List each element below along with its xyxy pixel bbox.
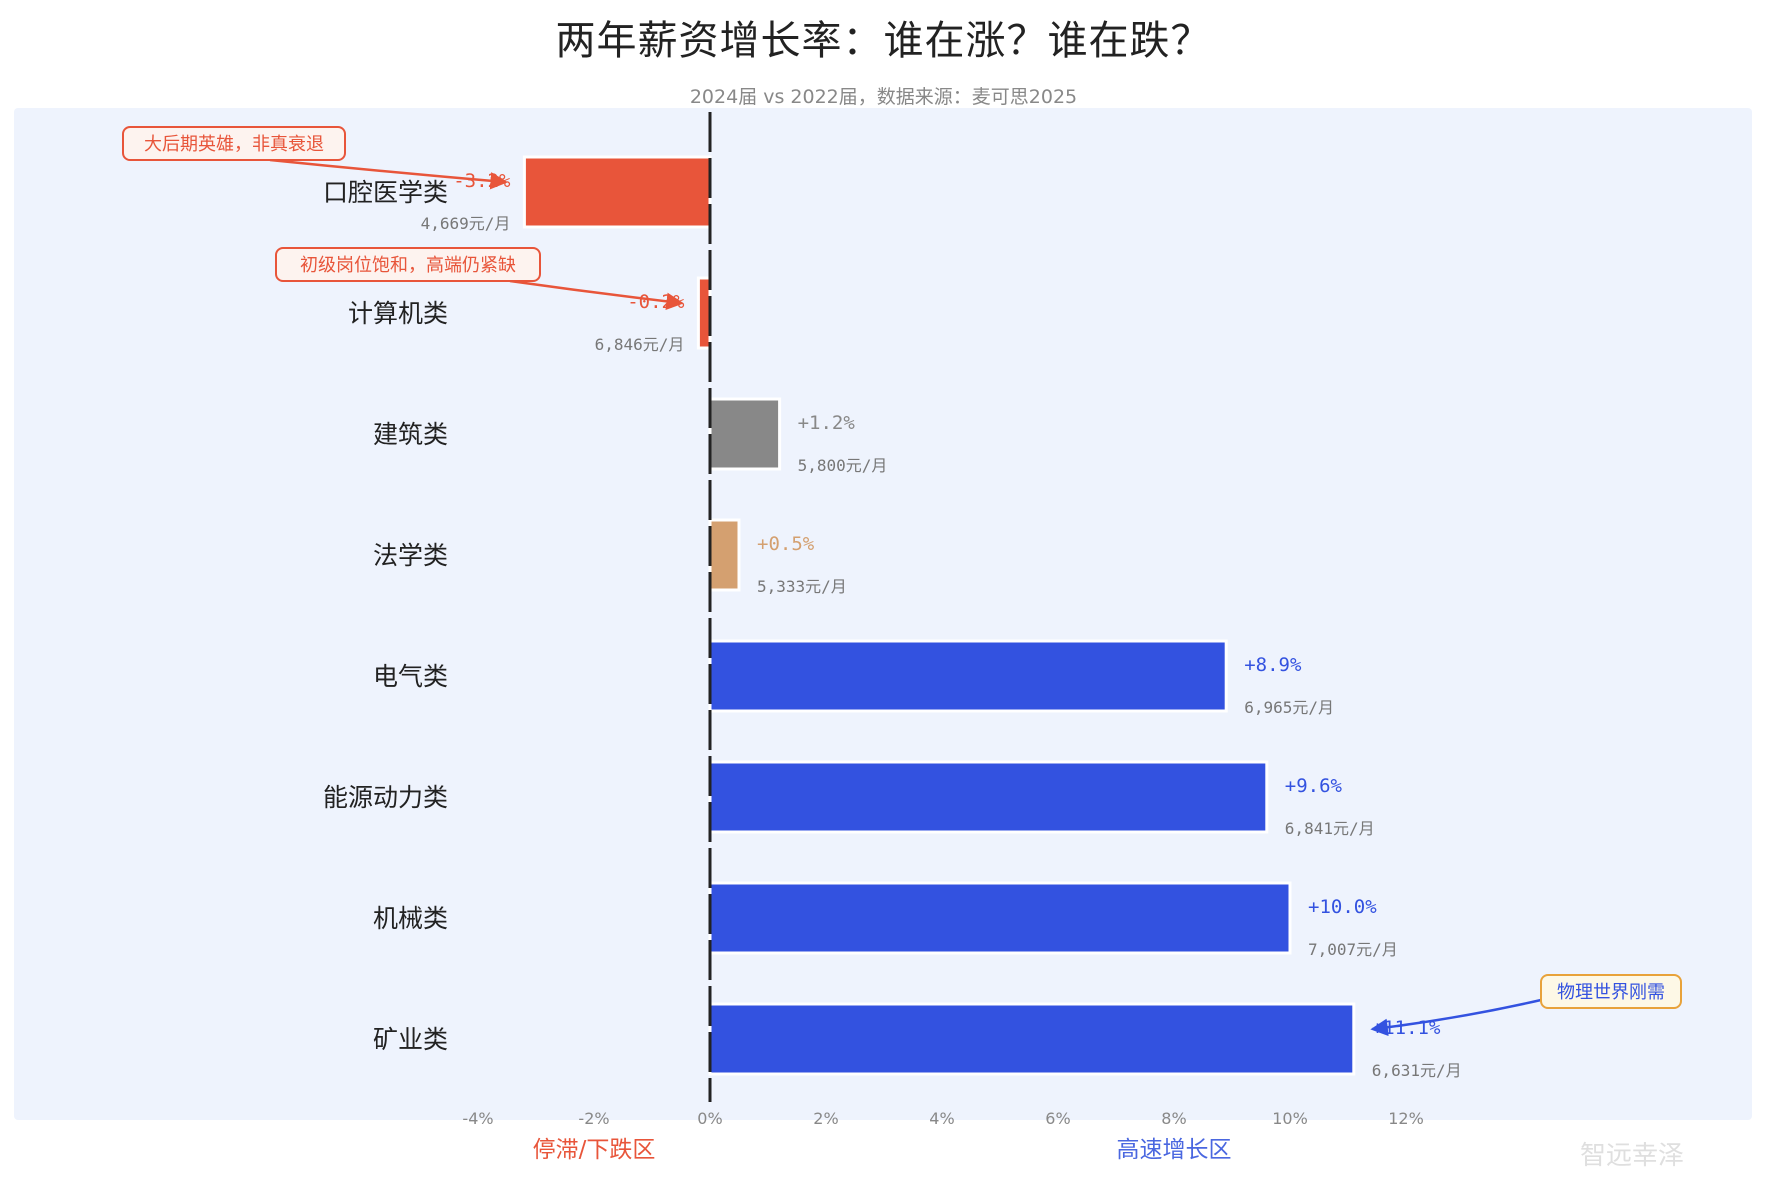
zone-label-negative: 停滞/下跌区 <box>533 1137 656 1163</box>
chart-subtitle: 2024届 vs 2022届，数据来源：麦可思2025 <box>689 86 1078 108</box>
category-label: 计算机类 <box>348 299 448 328</box>
category-label: 机械类 <box>373 904 448 933</box>
x-tick-label: 12% <box>1388 1109 1424 1128</box>
value-label: +8.9% <box>1244 654 1302 676</box>
zone-labels: 停滞/下跌区 高速增长区 <box>533 1137 1232 1163</box>
category-label: 矿业类 <box>373 1025 448 1054</box>
x-axis: -4% -2% 0% 2% 4% 6% 8% 10% 12% <box>462 112 1424 1128</box>
x-tick-label: 6% <box>1045 1109 1070 1128</box>
annotation-arrow <box>509 279 684 311</box>
zone-label-positive: 高速增长区 <box>1117 1137 1232 1163</box>
bar-8 <box>708 1002 1356 1076</box>
annotation-text: 初级岗位饱和，高端仍紧缺 <box>300 255 516 276</box>
x-tick-label: 10% <box>1272 1109 1308 1128</box>
salary-label: 7,007元/月 <box>1308 940 1398 959</box>
watermark: 智远幸泽 <box>1580 1141 1685 1171</box>
plot-panel <box>14 108 1752 1120</box>
value-label: +9.6% <box>1285 775 1343 797</box>
x-tick-label: 0% <box>697 1109 722 1128</box>
annotation-text: 大后期英雄，非真衰退 <box>144 134 324 155</box>
bars-layer <box>522 155 1356 1076</box>
annotation-box <box>275 247 541 282</box>
salary-label: 6,841元/月 <box>1285 819 1375 838</box>
chart-title: 两年薪资增长率：谁在涨？谁在跌？ <box>555 18 1212 64</box>
category-label: 口腔医学类 <box>323 178 448 207</box>
category-label: 法学类 <box>373 541 448 570</box>
value-label: +0.5% <box>757 533 815 555</box>
x-tick-label: 4% <box>929 1109 954 1128</box>
bar-2 <box>696 276 712 350</box>
x-tick-label: -2% <box>578 1109 609 1128</box>
value-label: +1.2% <box>798 412 856 434</box>
bar-4 <box>708 518 741 592</box>
bar-3 <box>708 397 782 471</box>
salary-label: 4,669元/月 <box>421 214 511 233</box>
value-label: +10.0% <box>1308 896 1377 918</box>
annotation-text: 物理世界刚需 <box>1557 982 1665 1003</box>
salary-label: 5,800元/月 <box>798 456 888 475</box>
bar-7 <box>708 881 1292 955</box>
salary-label: 6,631元/月 <box>1372 1061 1462 1080</box>
annotation-arrow <box>269 158 508 190</box>
bar-5 <box>708 639 1228 713</box>
salary-label: 5,333元/月 <box>757 577 847 596</box>
salary-label: 6,965元/月 <box>1244 698 1334 717</box>
x-tick-label: -4% <box>462 1109 493 1128</box>
salary-label: 6,846元/月 <box>595 335 685 354</box>
annotation-box <box>1540 974 1682 1009</box>
annotation-box <box>122 126 346 161</box>
annotation-arrow <box>1370 998 1542 1037</box>
category-label: 建筑类 <box>373 420 448 449</box>
category-label: 电气类 <box>373 662 448 691</box>
bar-6 <box>708 760 1269 834</box>
x-tick-label: 2% <box>813 1109 838 1128</box>
category-label: 能源动力类 <box>323 783 448 812</box>
x-tick-label: 8% <box>1161 1109 1186 1128</box>
bar-1 <box>522 155 712 229</box>
